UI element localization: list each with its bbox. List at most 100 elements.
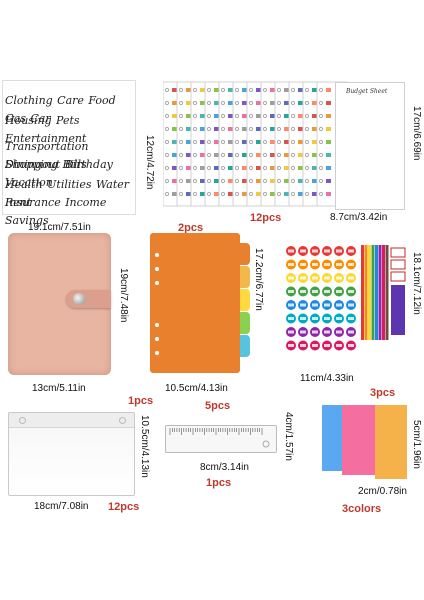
- sheet-hole-icon: [234, 126, 240, 132]
- labels-width-label: 11cm/4.33in: [300, 373, 354, 384]
- sheet-hole-icon: [234, 139, 240, 145]
- sheet-hole-icon: [304, 165, 310, 171]
- stickers-width-label: 19.1cm/7.51in: [28, 222, 91, 233]
- ruler-height-label: 4cm/1.57in: [283, 412, 294, 461]
- binder-height-label: 19cm/7.48in: [118, 268, 129, 323]
- label-tape-strip: [368, 245, 371, 340]
- label-sticker-text-mark: [300, 290, 306, 293]
- label-sticker-text-mark: [348, 330, 354, 334]
- sheet-color-tab: [298, 127, 303, 131]
- sheet-color-tab: [270, 140, 275, 144]
- sticker-word: Gas: [5, 112, 26, 125]
- sheet-color-tab: [186, 140, 191, 144]
- label-sticker-text-mark: [288, 344, 294, 347]
- label-sticker-text-mark: [324, 276, 330, 280]
- sheet-hole-icon: [262, 139, 268, 145]
- budget-sheets-group: [162, 80, 408, 208]
- label-sticker-text-mark: [348, 263, 354, 266]
- sheet-color-tab: [200, 192, 205, 196]
- label-sticker-text-mark: [348, 317, 354, 320]
- sheet-hole-icon: [192, 113, 198, 119]
- divider-front: [150, 233, 240, 373]
- label-sticker-text-mark: [312, 263, 318, 266]
- sheet-hole-icon: [164, 139, 170, 145]
- envelope-width-label: 18cm/7.08in: [34, 501, 89, 512]
- sheet-hole-icon: [206, 126, 212, 132]
- sheet-color-tab: [256, 101, 261, 105]
- label-sticker-text-mark: [336, 344, 342, 347]
- sheet-hole-icon: [178, 165, 184, 171]
- sheet-color-tab: [242, 127, 247, 131]
- sheet-hole-icon: [178, 178, 184, 184]
- sheet-hole-icon: [220, 165, 226, 171]
- sheet-hole-icon: [276, 113, 282, 119]
- sticker-word: Shopping: [5, 158, 58, 171]
- sheet-color-tab: [214, 114, 219, 118]
- sheet-color-tab: [228, 179, 233, 183]
- sheet-color-tab: [298, 153, 303, 157]
- sheet-hole-icon: [262, 126, 268, 132]
- sheet-color-tab: [270, 166, 275, 170]
- zipper-envelope: [8, 412, 135, 496]
- category-stickers-sheet: Clothing Care Food Gas Car Housing Pets …: [2, 80, 136, 227]
- label-sticker-text-mark: [336, 263, 342, 266]
- sheet-hole-icon: [276, 100, 282, 106]
- sticky-qty-label: 3colors: [342, 503, 382, 515]
- label-sticker-text-mark: [348, 303, 354, 307]
- sheet-color-tab: [200, 127, 205, 131]
- sheet-hole-icon: [276, 191, 282, 197]
- sticker-word: Housing: [5, 114, 52, 127]
- sheet-hole-icon: [234, 152, 240, 158]
- envelope-qty-label: 12pcs: [108, 501, 140, 513]
- label-sticker-text-mark: [324, 249, 330, 253]
- stickers-qty-label: 2pcs: [178, 222, 204, 234]
- label-sticker-text-mark: [336, 290, 342, 293]
- dividers-height-label: 17.2cm/6.77in: [253, 248, 264, 311]
- sheet-hole-icon: [290, 126, 296, 132]
- sheet-hole-icon: [164, 152, 170, 158]
- binder-qty-label: 1pcs: [128, 395, 154, 407]
- sheet-color-tab: [228, 127, 233, 131]
- sheet-color-tab: [172, 140, 177, 144]
- sheet-hole-icon: [192, 139, 198, 145]
- sheet-color-tab: [298, 192, 303, 196]
- hole-icon: [155, 323, 159, 327]
- sheet-color-tab: [200, 166, 205, 170]
- sheet-hole-icon: [290, 100, 296, 106]
- sheet-hole-icon: [304, 87, 310, 93]
- sheet-hole-icon: [318, 152, 324, 158]
- label-purple-block: [391, 285, 405, 335]
- sheet-hole-icon: [248, 139, 254, 145]
- sticker-word: Water: [95, 178, 130, 191]
- label-sticker-text-mark: [348, 249, 354, 253]
- sheet-hole-icon: [262, 100, 268, 106]
- sheet-color-tab: [256, 153, 261, 157]
- sheet-hole-icon: [220, 152, 226, 158]
- sheet-color-tab: [326, 140, 331, 144]
- sheet-color-tab: [256, 166, 261, 170]
- sheet-color-tab: [326, 192, 331, 196]
- sheet-hole-icon: [164, 126, 170, 132]
- sheet-color-tab: [298, 88, 303, 92]
- sheet-color-tab: [298, 179, 303, 183]
- sheet-color-tab: [186, 153, 191, 157]
- budget-width-label: 8.7cm/3.42in: [330, 212, 388, 223]
- sheet-color-tab: [326, 88, 331, 92]
- sheet-color-tab: [200, 88, 205, 92]
- sheet-hole-icon: [192, 87, 198, 93]
- sheet-color-tab: [200, 179, 205, 183]
- sheet-hole-icon: [318, 139, 324, 145]
- sheet-color-tab: [172, 88, 177, 92]
- sheet-hole-icon: [276, 165, 282, 171]
- sheet-hole-icon: [290, 191, 296, 197]
- dividers-qty-label: 5pcs: [205, 400, 231, 412]
- sheet-color-tab: [312, 166, 317, 170]
- sheet-hole-icon: [220, 100, 226, 106]
- sticker-word: Transportation: [5, 140, 89, 153]
- sheet-color-tab: [256, 179, 261, 183]
- envelope-zipper-strip: [9, 413, 134, 428]
- label-stickers-illustration: [286, 245, 406, 351]
- sheet-hole-icon: [290, 165, 296, 171]
- sheet-color-tab: [270, 192, 275, 196]
- sticker-word: Diningout: [5, 158, 61, 171]
